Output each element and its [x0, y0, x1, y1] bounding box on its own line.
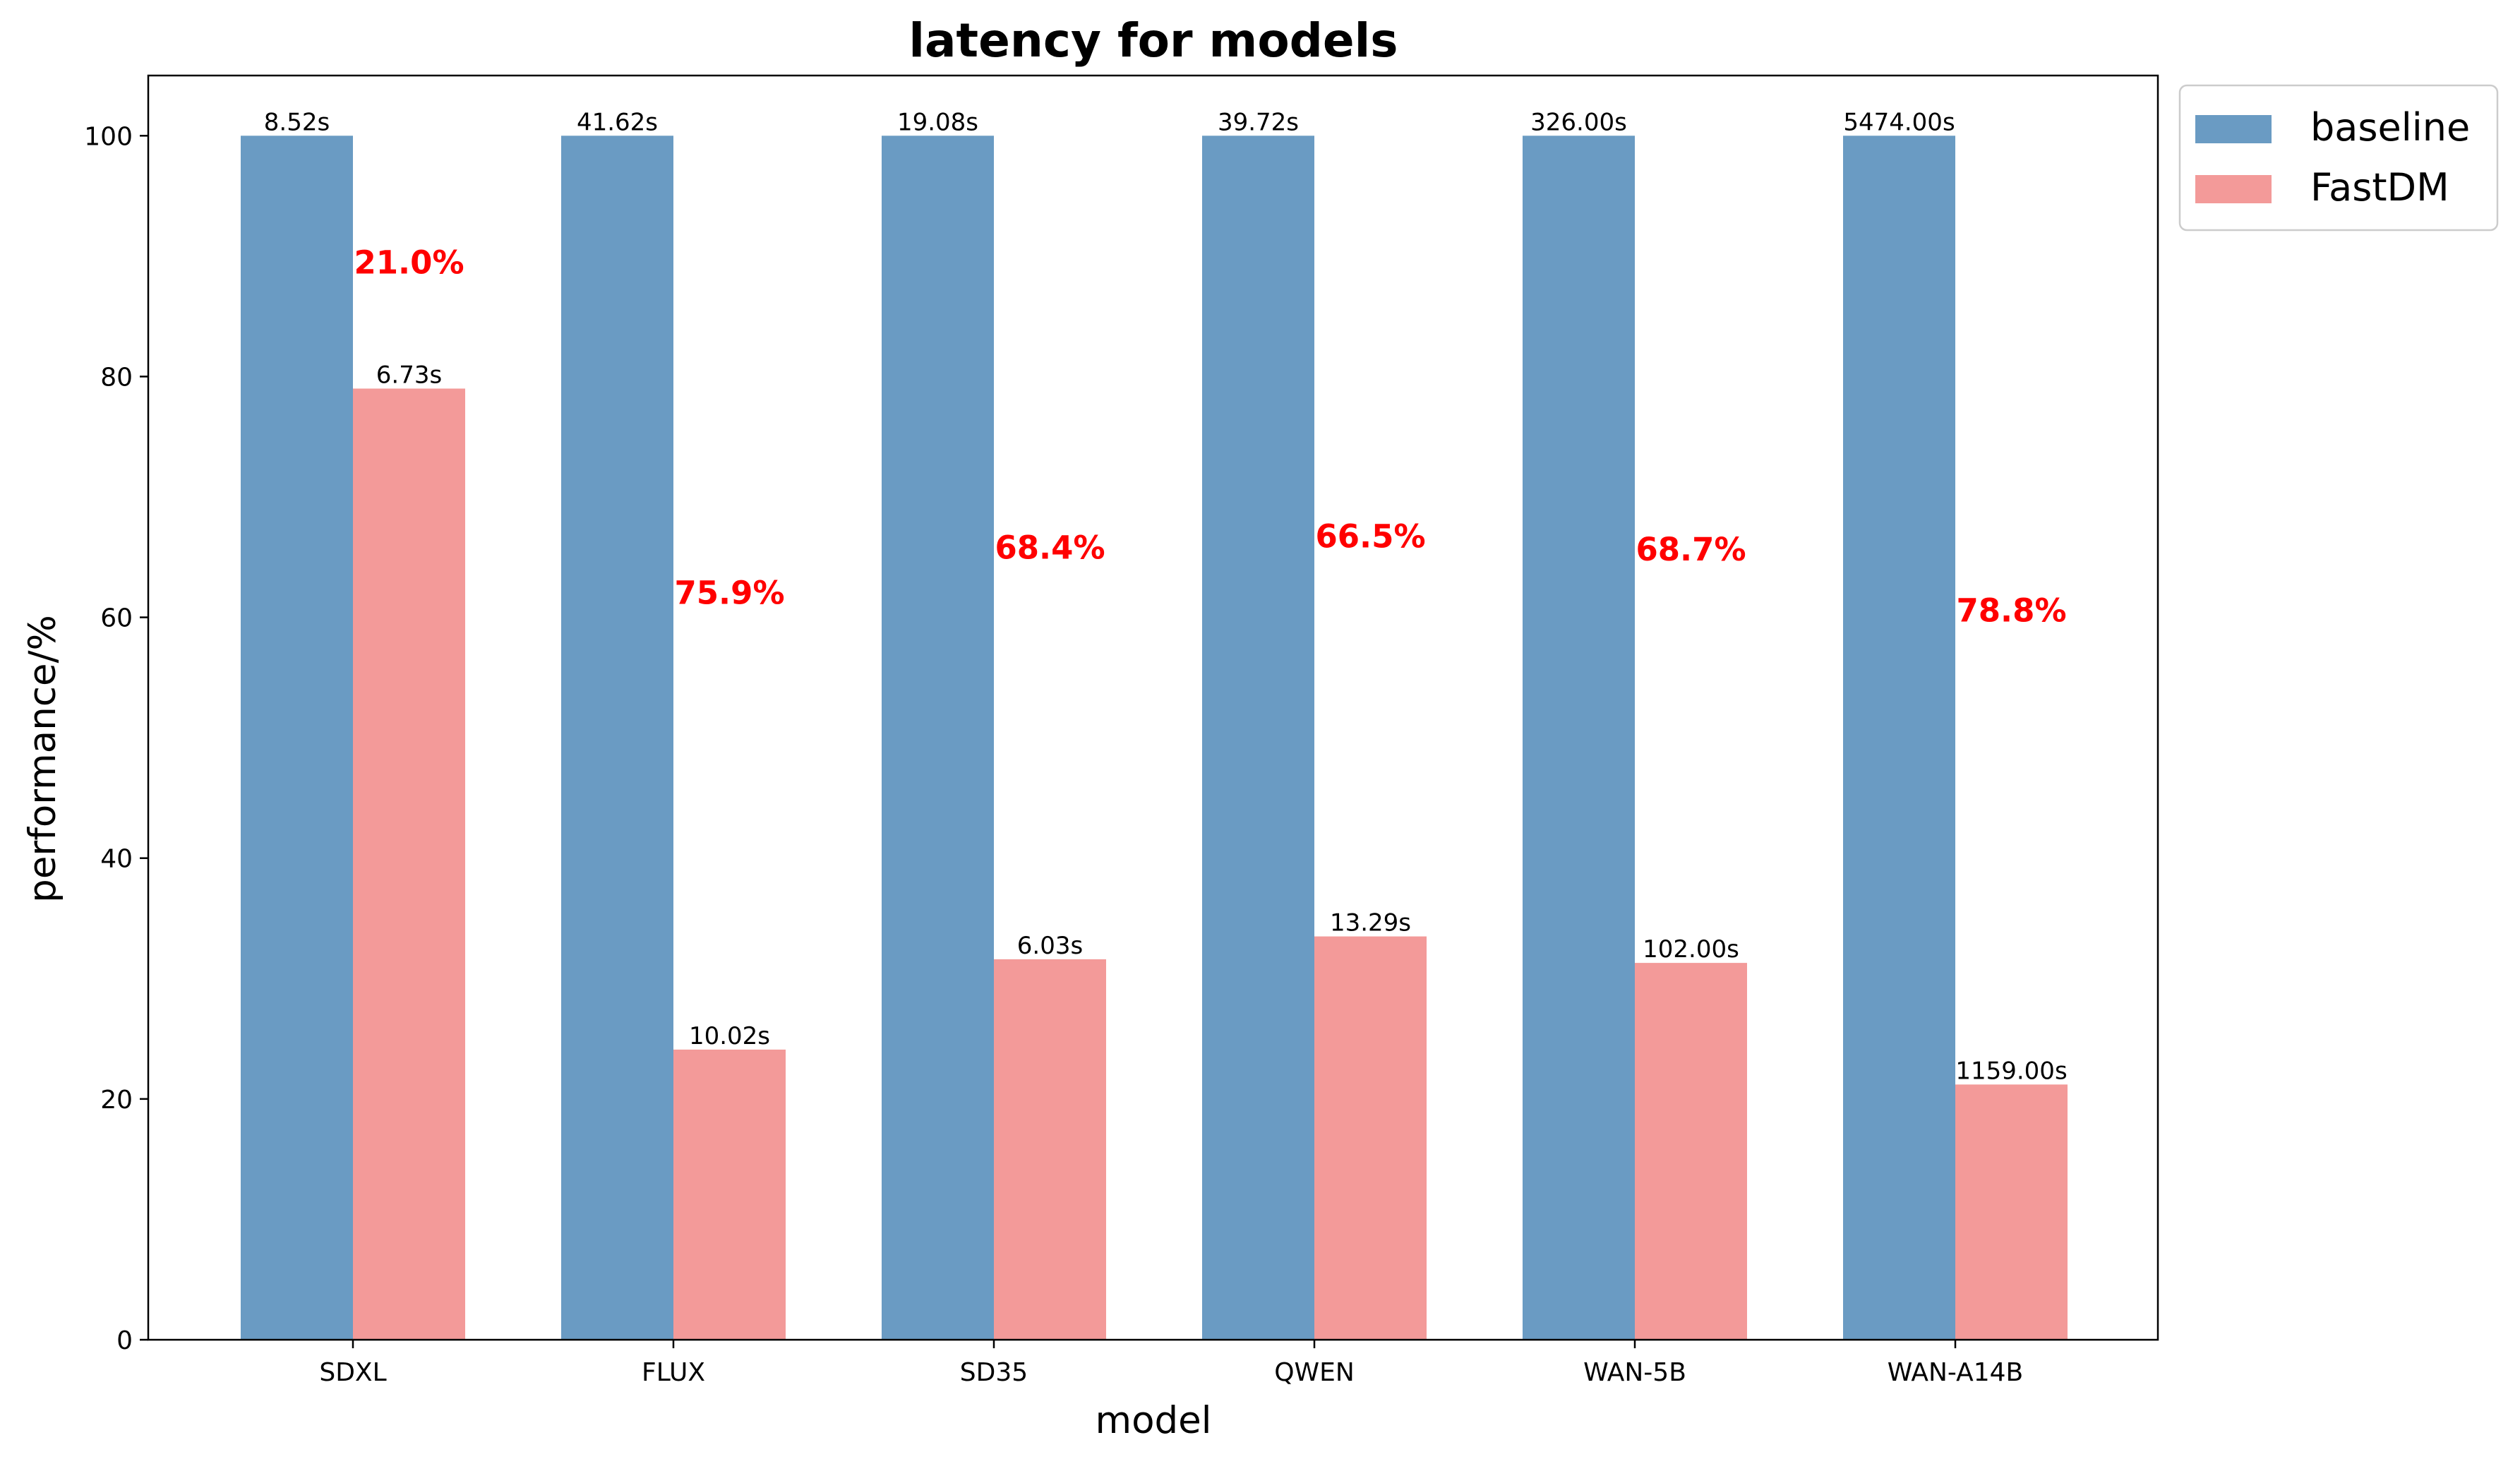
bar-label-fastdm-sdxl: 6.73s — [376, 361, 442, 389]
bar-label-baseline-qwen: 39.72s — [1218, 108, 1299, 136]
speedup-annotation-flux: 75.9% — [674, 575, 784, 612]
plot-frame — [147, 74, 2159, 1341]
bar-baseline-wan-a14b — [1843, 136, 1955, 1340]
y-tick-label-40: 40 — [100, 845, 133, 874]
bar-label-baseline-wan-a14b: 5474.00s — [1843, 108, 1955, 136]
bar-baseline-qwen — [1202, 136, 1314, 1340]
speedup-annotation-qwen: 66.5% — [1315, 517, 1425, 555]
speedup-annotation-sdxl: 21.0% — [354, 244, 464, 281]
bar-fastdm-flux — [673, 1049, 786, 1340]
legend-label-baseline: baseline — [2310, 105, 2470, 150]
bar-fastdm-wan-5b — [1635, 963, 1747, 1340]
bar-label-fastdm-wan-5b: 102.00s — [1643, 935, 1739, 964]
x-tick-label-qwen: QWEN — [1274, 1358, 1355, 1387]
x-axis-label: model — [1095, 1399, 1211, 1442]
legend-label-fastdm: FastDM — [2310, 165, 2449, 210]
legend-swatch-baseline — [2195, 115, 2272, 143]
x-tick-label-sd35: SD35 — [960, 1358, 1028, 1387]
plot-area: 8.52s 6.73s SDXL 21.0% 41.62s 10.02s FLUX 75.9%… — [84, 74, 2159, 1387]
y-axis-label: performance/% — [21, 615, 64, 903]
y-tick-label-100: 100 — [84, 122, 133, 151]
bar-fastdm-wan-a14b — [1955, 1084, 2068, 1340]
bar-baseline-sd35 — [882, 136, 994, 1340]
y-tick-label-60: 60 — [100, 604, 133, 633]
bar-label-baseline-sdxl: 8.52s — [264, 108, 330, 136]
bar-label-fastdm-flux: 10.02s — [689, 1022, 770, 1050]
bar-baseline-sdxl — [241, 136, 353, 1340]
x-tick-label-sdxl: SDXL — [319, 1358, 386, 1387]
bar-fastdm-qwen — [1314, 936, 1427, 1340]
bar-baseline-flux — [561, 136, 673, 1340]
legend-swatch-fastdm — [2195, 175, 2272, 203]
bar-label-fastdm-qwen: 13.29s — [1330, 909, 1411, 937]
bar-fastdm-sd35 — [994, 959, 1106, 1340]
speedup-annotation-sd35: 68.4% — [995, 529, 1105, 567]
bar-label-baseline-flux: 41.62s — [577, 108, 658, 136]
x-tick-label-flux: FLUX — [642, 1358, 705, 1387]
bar-label-baseline-sd35: 19.08s — [897, 108, 978, 136]
legend: baseline FastDM — [2178, 84, 2499, 232]
speedup-annotation-wan-5b: 68.7% — [1636, 531, 1746, 568]
bar-label-fastdm-sd35: 6.03s — [1017, 932, 1083, 960]
y-tick-label-0: 0 — [116, 1326, 133, 1355]
speedup-annotation-wan-a14b: 78.8% — [1956, 592, 2066, 629]
x-tick-label-wan-5b: WAN-5B — [1583, 1358, 1686, 1387]
y-tick-label-20: 20 — [100, 1086, 133, 1115]
bar-label-baseline-wan-5b: 326.00s — [1530, 108, 1627, 136]
bar-baseline-wan-5b — [1523, 136, 1635, 1340]
bar-label-fastdm-wan-a14b: 1159.00s — [1955, 1057, 2067, 1085]
x-tick-label-wan-a14b: WAN-A14B — [1888, 1358, 2024, 1387]
y-tick-label-80: 80 — [100, 363, 133, 392]
chart-title: latency for models — [908, 13, 1398, 68]
bar-fastdm-sdxl — [353, 388, 465, 1340]
